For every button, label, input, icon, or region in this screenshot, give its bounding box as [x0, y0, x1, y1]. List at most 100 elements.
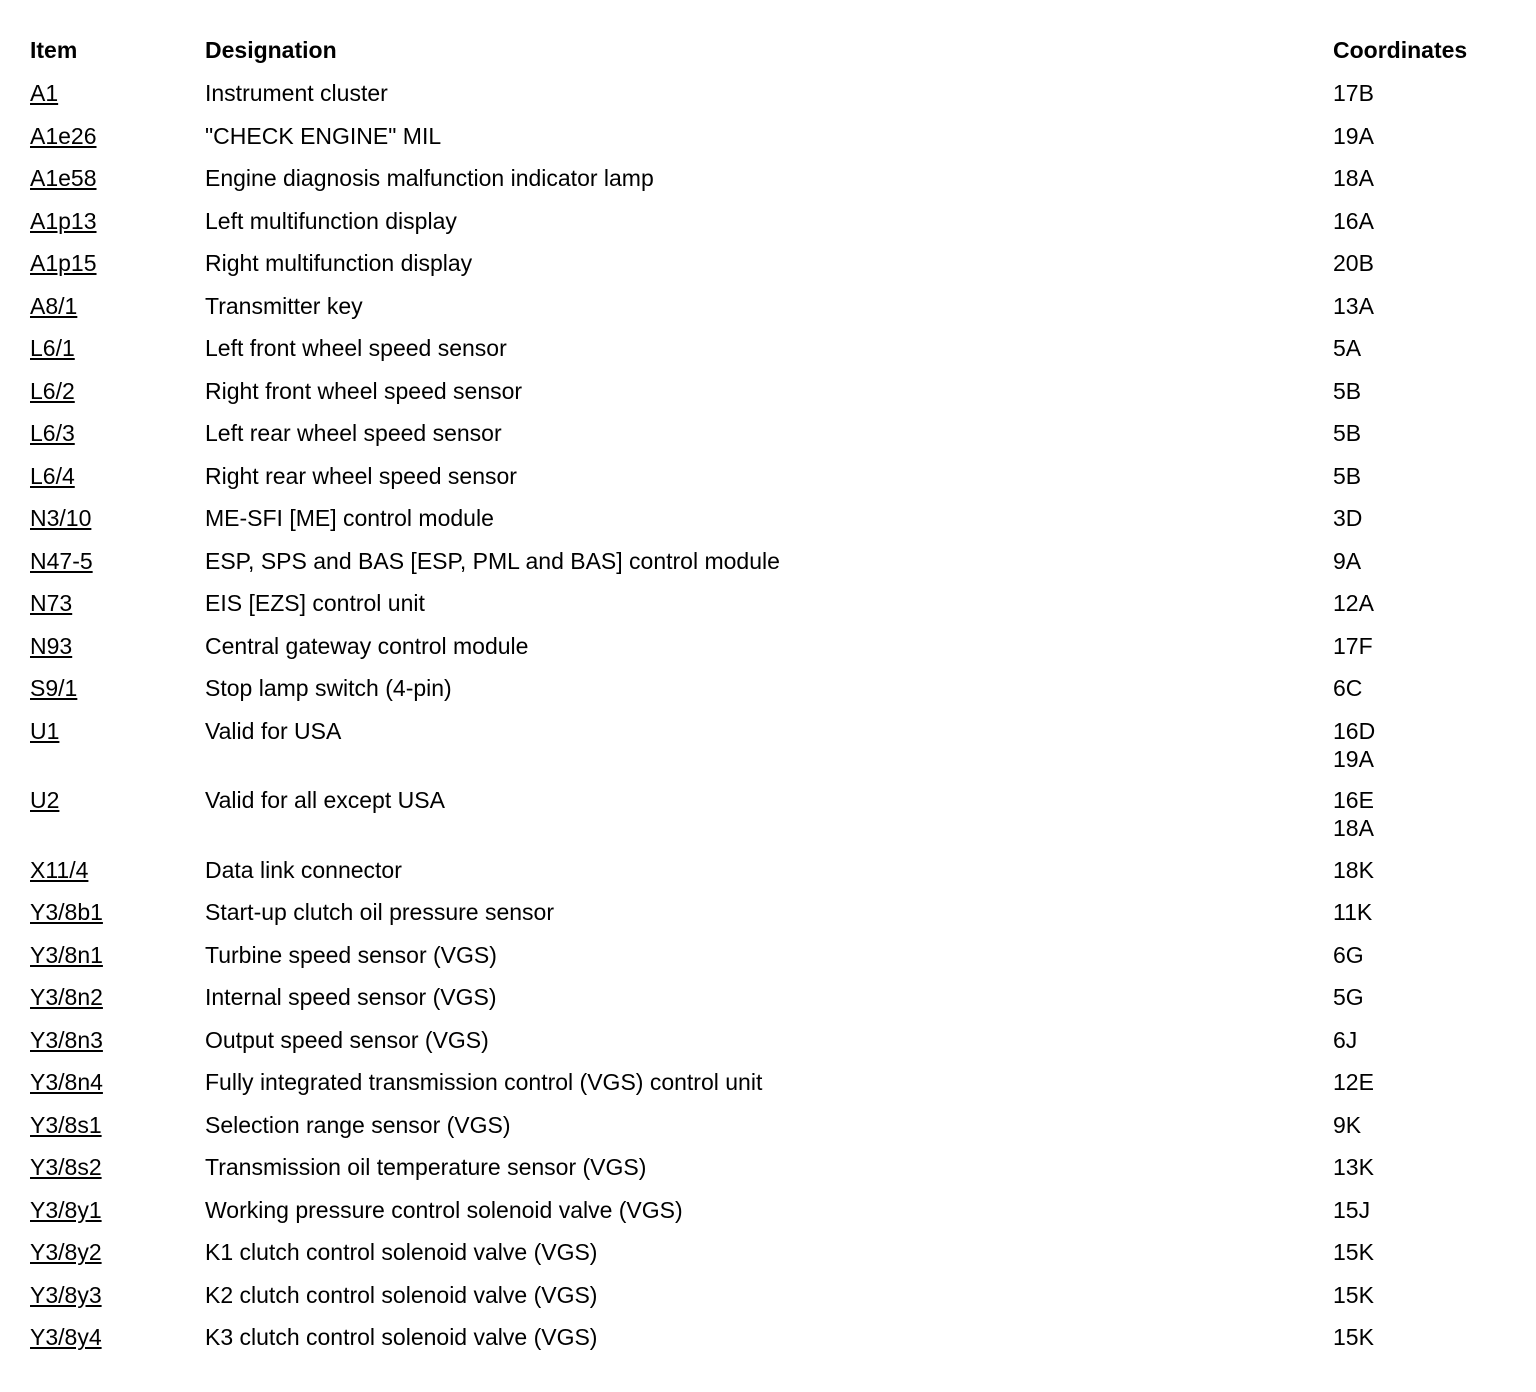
designation-text: EIS [EZS] control unit	[205, 590, 425, 616]
item-link[interactable]: Y3/8b1	[30, 899, 103, 925]
coordinates-text: 13K	[1333, 1154, 1374, 1180]
item-link[interactable]: A1e26	[30, 122, 97, 149]
item-link[interactable]: Y3/8y4	[30, 1324, 102, 1350]
item-link[interactable]: Y3/8n3	[30, 1026, 103, 1053]
table-row: Y3/8n4 Fully integrated transmission con…	[30, 1068, 1516, 1097]
coordinates-text: 15K	[1333, 1239, 1374, 1265]
header-designation: Designation	[205, 37, 337, 63]
item-link[interactable]: N47-5	[30, 547, 93, 574]
table-row: N93 Central gateway control module 17F	[30, 632, 1516, 661]
designation-text: ESP, SPS and BAS [ESP, PML and BAS] cont…	[205, 547, 780, 574]
designation-text: Right front wheel speed sensor	[205, 377, 523, 404]
item-link[interactable]: A1	[30, 80, 59, 106]
item-cell: L6/1	[30, 334, 205, 363]
coordinates-text: 18K	[1333, 856, 1374, 883]
coordinates-text: 11K	[1333, 899, 1373, 925]
coordinates-text: 17F	[1333, 632, 1373, 659]
item-link[interactable]: N93	[30, 632, 73, 659]
table-row: N3/10 ME-SFI [ME] control module 3D	[30, 504, 1516, 533]
item-cell: A1	[30, 79, 205, 108]
coordinates-text: 9K	[1333, 1111, 1362, 1138]
table-row: N47-5 ESP, SPS and BAS [ESP, PML and BAS…	[30, 547, 1516, 576]
item-link[interactable]: Y3/8y2	[30, 1239, 102, 1265]
item-link[interactable]: N73	[30, 590, 73, 616]
item-cell: Y3/8n1	[30, 941, 205, 970]
table-row: L6/1 Left front wheel speed sensor 5A	[30, 334, 1516, 363]
item-cell: N73	[30, 589, 205, 618]
table-row: L6/2 Right front wheel speed sensor 5B	[30, 377, 1516, 406]
item-cell: Y3/8y1	[30, 1196, 205, 1225]
table-row: A1e58 Engine diagnosis malfunction indic…	[30, 164, 1516, 193]
item-link[interactable]: Y3/8y3	[30, 1281, 102, 1308]
item-cell: L6/2	[30, 377, 205, 406]
item-link[interactable]: Y3/8s1	[30, 1111, 102, 1138]
item-link[interactable]: Y3/8n4	[30, 1069, 103, 1095]
coordinates-text: 6G	[1333, 941, 1364, 968]
item-cell: Y3/8n4	[30, 1068, 205, 1097]
table-row: U1 Valid for USA 16D 19A	[30, 717, 1516, 773]
item-link[interactable]: N3/10	[30, 505, 92, 531]
table-row: A1p15 Right multifunction display 20B	[30, 249, 1516, 278]
designation-text: Right rear wheel speed sensor	[205, 462, 517, 489]
item-link[interactable]: L6/2	[30, 377, 75, 404]
item-cell: N93	[30, 632, 205, 661]
item-link[interactable]: U2	[30, 787, 60, 813]
designation-text: Valid for USA	[205, 717, 342, 744]
coordinates-text: 5A	[1333, 335, 1362, 361]
table-row: S9/1 Stop lamp switch (4-pin) 6C	[30, 674, 1516, 703]
item-link[interactable]: A8/1	[30, 292, 78, 319]
item-link[interactable]: A1p15	[30, 250, 97, 276]
designation-text: Instrument cluster	[205, 80, 388, 106]
designation-text: Stop lamp switch (4-pin)	[205, 675, 452, 701]
coordinates-text: 6C	[1333, 675, 1363, 701]
item-cell: X11/4	[30, 856, 205, 885]
item-cell: A8/1	[30, 292, 205, 321]
table-row: Y3/8y2 K1 clutch control solenoid valve …	[30, 1238, 1516, 1267]
item-link[interactable]: S9/1	[30, 675, 78, 701]
item-link[interactable]: L6/1	[30, 335, 75, 361]
designation-text: K2 clutch control solenoid valve (VGS)	[205, 1281, 598, 1308]
coordinates-text: 12A	[1333, 590, 1374, 616]
item-link[interactable]: A1p13	[30, 207, 97, 234]
item-cell: S9/1	[30, 674, 205, 703]
item-link[interactable]: Y3/8y1	[30, 1196, 102, 1223]
table-row: L6/4 Right rear wheel speed sensor 5B	[30, 462, 1516, 491]
designation-text: Central gateway control module	[205, 632, 529, 659]
coordinates-text: 5B	[1333, 462, 1362, 489]
item-cell: L6/4	[30, 462, 205, 491]
item-cell: N47-5	[30, 547, 205, 576]
table-header: Item Designation Coordinates	[30, 36, 1516, 65]
coordinates-text: 16E 18A	[1333, 787, 1374, 841]
coordinates-text: 19A	[1333, 122, 1374, 149]
designation-text: K1 clutch control solenoid valve (VGS)	[205, 1239, 598, 1265]
item-link[interactable]: U1	[30, 717, 60, 744]
table-row: Y3/8s1 Selection range sensor (VGS) 9K	[30, 1111, 1516, 1140]
item-link[interactable]: A1e58	[30, 165, 97, 191]
coordinates-text: 20B	[1333, 250, 1374, 276]
item-link[interactable]: Y3/8n1	[30, 941, 103, 968]
item-cell: A1p13	[30, 207, 205, 236]
item-cell: Y3/8y3	[30, 1281, 205, 1310]
coordinates-text: 15J	[1333, 1196, 1371, 1223]
item-cell: L6/3	[30, 419, 205, 448]
header-item: Item	[30, 37, 78, 63]
table-row: A1 Instrument cluster 17B	[30, 79, 1516, 108]
table-row: Y3/8b1 Start-up clutch oil pressure sens…	[30, 898, 1516, 927]
item-link[interactable]: Y3/8n2	[30, 984, 103, 1010]
coordinates-text: 9A	[1333, 547, 1362, 574]
item-cell: Y3/8n3	[30, 1026, 205, 1055]
item-link[interactable]: X11/4	[30, 856, 89, 883]
designation-text: K3 clutch control solenoid valve (VGS)	[205, 1324, 598, 1350]
item-link[interactable]: L6/4	[30, 462, 75, 489]
item-link[interactable]: Y3/8s2	[30, 1154, 102, 1180]
coordinates-text: 15K	[1333, 1281, 1374, 1308]
header-coordinates: Coordinates	[1333, 37, 1468, 63]
designation-text: Turbine speed sensor (VGS)	[205, 941, 497, 968]
table-row: U2 Valid for all except USA 16E 18A	[30, 786, 1516, 842]
designation-text: Start-up clutch oil pressure sensor	[205, 899, 554, 925]
item-link[interactable]: L6/3	[30, 420, 75, 446]
designation-text: Right multifunction display	[205, 250, 473, 276]
designation-text: ME-SFI [ME] control module	[205, 505, 494, 531]
designation-text: Data link connector	[205, 856, 402, 883]
coordinates-text: 5G	[1333, 984, 1364, 1010]
